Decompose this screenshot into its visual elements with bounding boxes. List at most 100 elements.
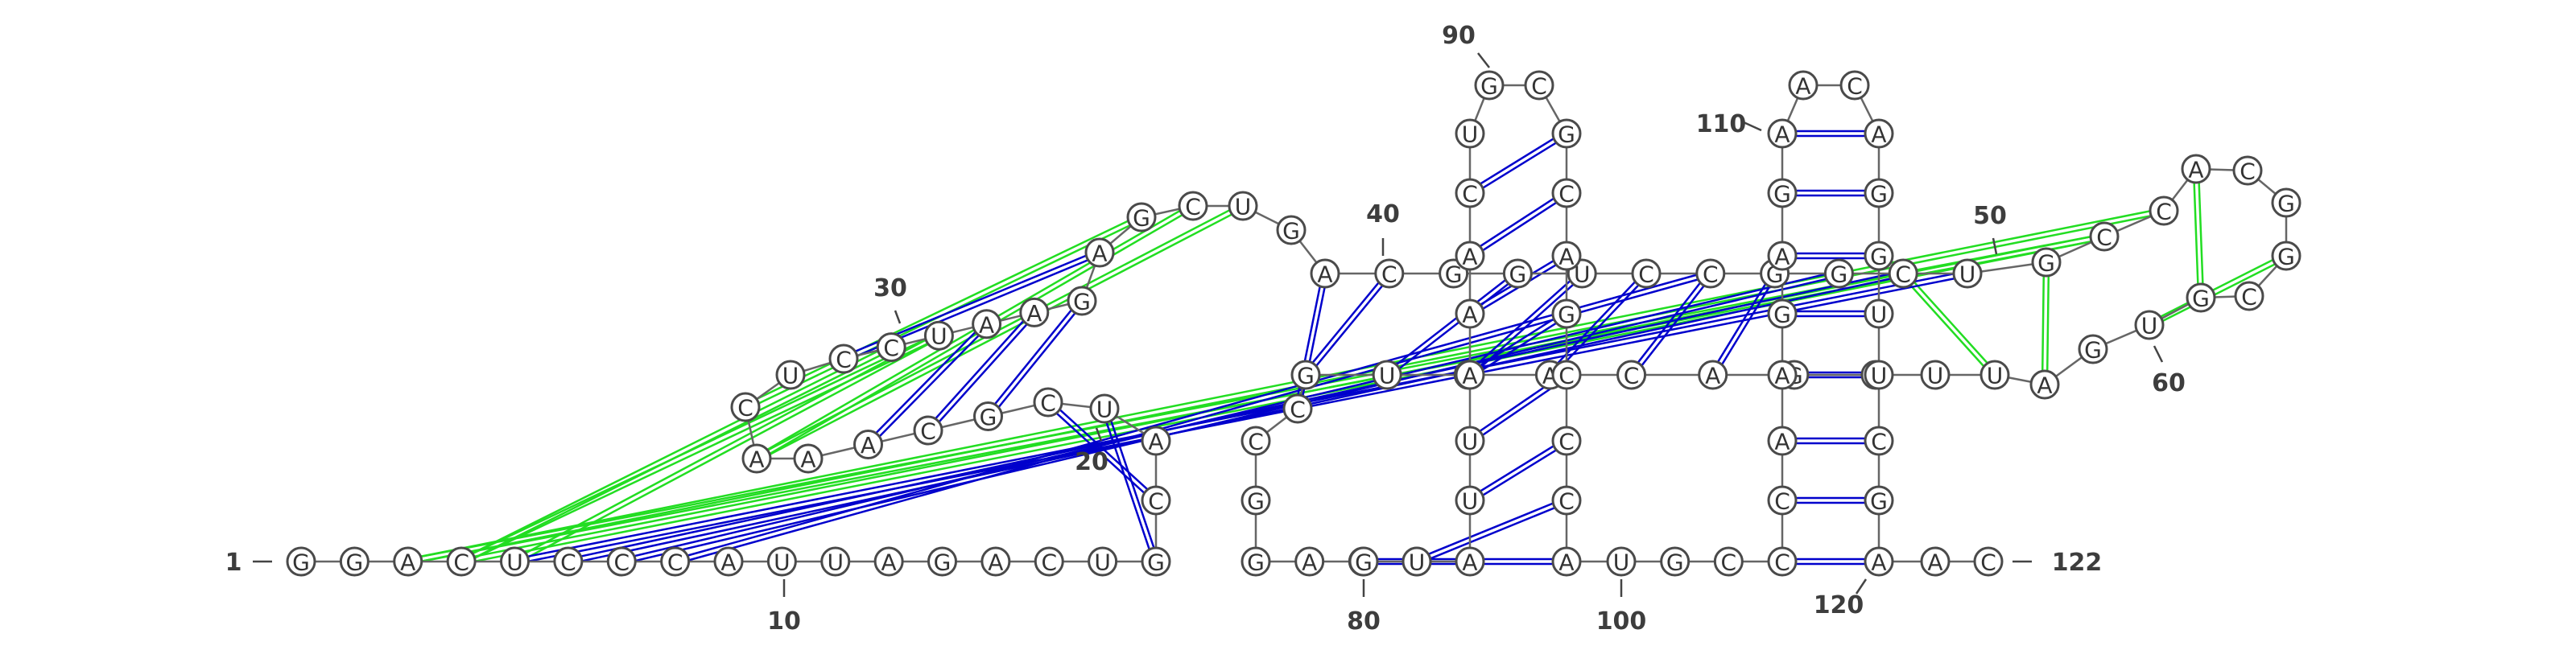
nucleotide-circle: [1290, 360, 1321, 390]
nucleotide-letter: C: [1381, 261, 1397, 288]
nucleotide-letter: A: [1462, 549, 1477, 576]
nucleotide-circle: [2089, 221, 2120, 252]
base-pair-24-32-1: [869, 325, 989, 447]
base-pair-88-92-1: [1470, 134, 1569, 196]
nucleotide-letter: U: [1096, 397, 1113, 423]
nucleotide-letter: C: [737, 395, 753, 422]
tertiary-pair-57-60-1: [2148, 253, 2286, 324]
nucleotide-circle: [1141, 426, 1171, 456]
nucleotide-circle: [1920, 546, 1951, 577]
nucleotide-letter: C: [836, 347, 852, 373]
nucleotide-letter: C: [1895, 261, 1911, 288]
tertiary-pair-4-30-2: [460, 344, 891, 561]
nucleotide-circle: [1864, 360, 1894, 390]
nucleotide-circle: [2271, 241, 2301, 271]
nucleotide-76: G: [1241, 546, 1271, 577]
base-pair-8-46-1: [675, 274, 1711, 566]
nucleotide-letter: U: [828, 549, 844, 576]
nucleotide-letter: U: [782, 363, 799, 389]
nucleotide-circle: [1767, 426, 1798, 456]
nucleotide-circle: [1767, 485, 1798, 516]
position-label-30: 30: [873, 274, 907, 302]
base-pair-7-48-1: [621, 274, 1840, 566]
nucleotide-85: A: [1455, 360, 1485, 390]
nucleotide-letter: U: [1959, 261, 1976, 288]
nucleotide-circle: [1888, 258, 1918, 289]
base-pair-5-50-1: [514, 274, 1968, 566]
nucleotide-114: G: [1864, 178, 1894, 208]
nucleotide-letter: A: [1774, 363, 1790, 389]
nucleotide-circle: [2271, 187, 2301, 218]
nucleotide-letter: C: [1624, 363, 1640, 389]
nucleotide-82: A: [1455, 546, 1485, 577]
nucleotide-letter: A: [1462, 363, 1477, 389]
nucleotide-letter: U: [1235, 194, 1252, 220]
nucleotide-letter: A: [1558, 244, 1574, 270]
nucleotide-60: U: [2134, 310, 2165, 340]
nucleotide-circle: [972, 309, 1002, 339]
nucleotide-circle: [1141, 485, 1171, 516]
nucleotide-circle: [1767, 178, 1798, 208]
nucleotide-29: C: [828, 344, 859, 374]
base-pair-81-98-2: [1415, 497, 1567, 561]
nucleotide-101: G: [1660, 546, 1690, 577]
base-pair-17-20-2: [1100, 409, 1155, 563]
nucleotide-109: G: [1767, 178, 1798, 208]
nucleotide-84: U: [1455, 426, 1485, 456]
tertiary-pair-49-63-1: [1901, 274, 1994, 377]
nucleotide-circle: [2186, 282, 2216, 313]
base-pair-83-97-1: [1470, 442, 1569, 504]
nucleotide-40: A: [1310, 258, 1340, 289]
nucleotide-letter: U: [1871, 363, 1888, 389]
nucleotide-letter: C: [1248, 429, 1264, 455]
nucleotide-circle: [2149, 195, 2179, 226]
nucleotide-1: G: [286, 546, 316, 577]
nucleotide-letter: A: [1148, 429, 1163, 455]
nucleotide-letter: G: [2084, 337, 2102, 364]
nucleotide-6: C: [553, 546, 584, 577]
nucleotide-letter: G: [980, 404, 997, 430]
tertiary-pair-57-60-2: [2149, 257, 2288, 328]
nucleotide-93: C: [1551, 178, 1582, 208]
tertiary-pair-54-59-2: [2197, 168, 2205, 298]
nucleotide-letter: A: [1871, 549, 1886, 576]
nucleotide-letter: C: [1721, 549, 1737, 576]
nucleotide-letter: C: [1774, 549, 1790, 576]
nucleotide-letter: U: [2141, 313, 2158, 339]
nucleotide-letter: A: [749, 446, 764, 473]
nucleotide-circle: [1228, 191, 1258, 221]
nucleotide-circle: [1524, 70, 1554, 101]
nucleotide-circle: [2134, 310, 2165, 340]
base-pair-46-68-1: [1629, 271, 1710, 374]
nucleotide-circle: [876, 332, 906, 363]
nucleotide-letter: C: [2156, 199, 2172, 225]
nucleotide-circle: [820, 546, 851, 577]
nucleotide-letter: U: [774, 549, 791, 576]
nucleotide-circle: [1141, 546, 1171, 577]
nucleotide-circle: [1979, 360, 2010, 390]
base-pair-18-21-2: [1046, 403, 1155, 504]
nucleotide-letter: A: [979, 311, 994, 338]
nucleotide-91: C: [1524, 70, 1554, 101]
label-tick-20: [1095, 427, 1103, 442]
nucleotide-16: U: [1088, 546, 1118, 577]
nucleotide-circle: [393, 546, 423, 577]
tertiary-pair-49-63-2: [1904, 271, 1998, 374]
nucleotide-letter: A: [1795, 73, 1810, 100]
nucleotide-circle: [1455, 298, 1485, 329]
nucleotide-letter: A: [1871, 121, 1886, 148]
nucleotide-circle: [2181, 154, 2211, 184]
nucleotide-7: C: [606, 546, 637, 577]
tertiary-pair-5-31-2: [513, 332, 939, 561]
tertiary-pair-4-52-1: [461, 237, 2105, 566]
position-label-50: 50: [1973, 202, 2007, 230]
nucleotide-letter: U: [1409, 549, 1426, 576]
nucleotide-letter: A: [2037, 372, 2052, 399]
nucleotide-49: C: [1888, 258, 1918, 289]
nucleotide-119: G: [1864, 485, 1894, 516]
nucleotide-105: A: [1767, 426, 1798, 456]
nucleotide-110: A: [1767, 118, 1798, 149]
position-label-80: 80: [1347, 607, 1381, 636]
nucleotide-circle: [1767, 298, 1798, 329]
nucleotide-letter: G: [1509, 261, 1527, 288]
